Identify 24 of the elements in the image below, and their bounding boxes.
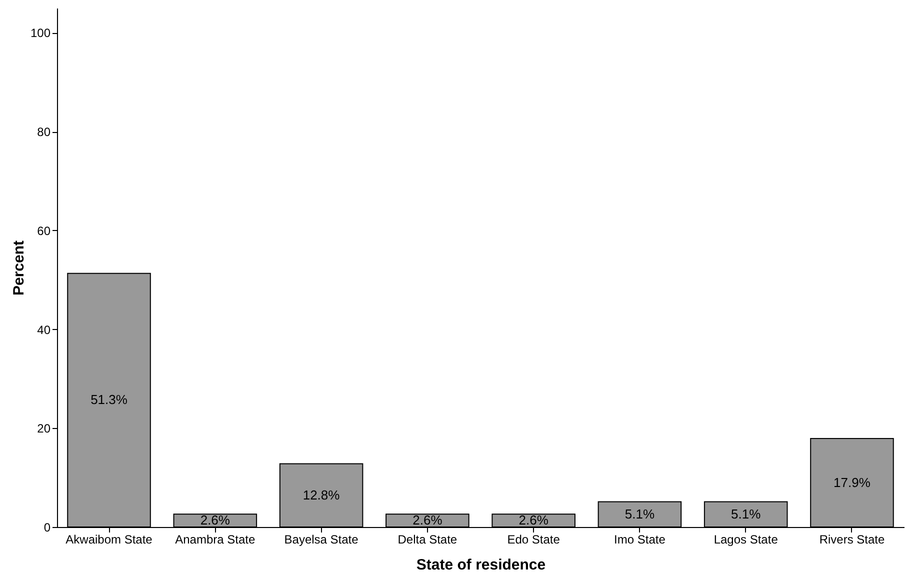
y-tick-label: 60 bbox=[37, 224, 51, 238]
x-tick-label: Bayelsa State bbox=[284, 532, 359, 546]
x-tick-label: Lagos State bbox=[714, 532, 778, 546]
x-tick-label: Delta State bbox=[398, 532, 458, 546]
x-tick-label: Imo State bbox=[614, 532, 666, 546]
data-label: 51.3% bbox=[90, 392, 128, 408]
y-tick-label: 40 bbox=[37, 322, 51, 337]
data-label: 17.9% bbox=[834, 474, 871, 490]
data-label: 2.6% bbox=[412, 512, 443, 528]
data-label: 2.6% bbox=[518, 512, 549, 528]
x-tick-label: Edo State bbox=[507, 532, 560, 546]
y-tick-label: 0 bbox=[44, 520, 51, 534]
data-label: 2.6% bbox=[200, 512, 230, 528]
y-tick-label: 100 bbox=[30, 26, 51, 40]
data-label: 5.1% bbox=[731, 506, 762, 522]
x-tick-label: Akwaibom State bbox=[66, 532, 153, 546]
data-label: 5.1% bbox=[624, 506, 655, 522]
y-tick-label: 80 bbox=[37, 125, 51, 140]
x-tick-label: Rivers State bbox=[819, 532, 885, 546]
data-label: 12.8% bbox=[302, 487, 340, 502]
x-tick-label: Anambra State bbox=[175, 532, 256, 546]
y-axis-title: Percent bbox=[10, 240, 28, 296]
y-tick-label: 20 bbox=[37, 422, 51, 436]
x-axis-title: State of residence bbox=[416, 556, 546, 574]
